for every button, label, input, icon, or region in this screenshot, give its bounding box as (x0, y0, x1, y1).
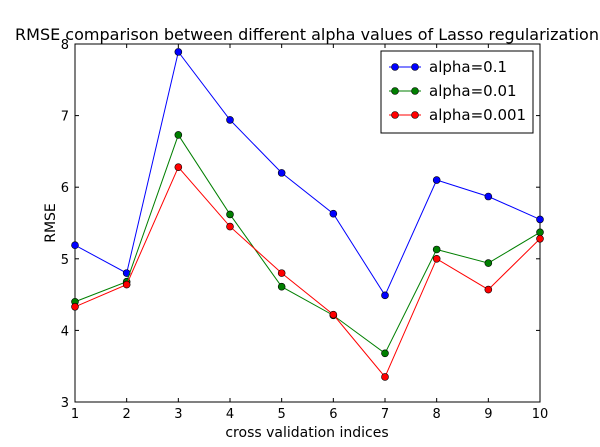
y-tick-label: 5 (61, 253, 69, 268)
data-point (226, 210, 234, 219)
x-tick-label: 1 (71, 407, 79, 422)
data-point (71, 302, 79, 311)
legend-label: alpha=0.01 (429, 82, 517, 100)
y-tick-label: 8 (61, 38, 69, 53)
y-axis-label: RMSE (43, 203, 59, 243)
series-lines (71, 48, 544, 381)
data-point (226, 116, 234, 124)
legend-marker (391, 111, 399, 119)
data-point (536, 228, 544, 237)
data-point (277, 282, 286, 291)
data-point (536, 234, 544, 243)
data-point (174, 163, 183, 171)
data-point (329, 310, 338, 319)
x-tick-label: 10 (532, 407, 549, 422)
x-tick-label: 3 (174, 407, 182, 422)
data-point (381, 349, 389, 358)
y-tick-label: 6 (61, 181, 69, 196)
x-axis-label: cross validation indices (225, 425, 388, 441)
data-point (432, 254, 441, 263)
legend: alpha=0.1 alpha=0.01 alpha=0.001 (380, 50, 534, 134)
legend-marker (411, 111, 419, 119)
data-point (381, 373, 389, 381)
data-point (381, 291, 389, 300)
data-point (484, 192, 493, 201)
x-tick-label: 6 (329, 407, 337, 422)
data-point (174, 48, 183, 56)
y-tick-label: 4 (61, 324, 69, 339)
series-line (74, 50, 541, 297)
chart-title: RMSE comparison between different alpha … (15, 25, 599, 44)
x-tick-label: 7 (381, 407, 389, 422)
x-tick-label: 9 (484, 407, 492, 422)
data-point (432, 176, 441, 184)
data-point (174, 131, 183, 139)
legend-box (380, 50, 534, 134)
x-tick-label: 2 (123, 407, 131, 422)
x-tick-label: 5 (278, 407, 286, 422)
series-line (74, 133, 541, 355)
data-point (536, 215, 544, 224)
data-point (122, 280, 131, 289)
data-point (484, 259, 493, 267)
y-tick-label: 3 (61, 396, 69, 411)
data-point (484, 285, 493, 294)
legend-label: alpha=0.001 (429, 106, 526, 124)
data-point (277, 269, 286, 277)
x-tick-label: 8 (433, 407, 441, 422)
legend-marker (391, 87, 399, 95)
data-point (277, 169, 286, 177)
legend-marker (391, 63, 399, 71)
y-tick-label: 7 (61, 110, 69, 125)
legend-label: alpha=0.1 (429, 58, 507, 76)
data-point (329, 209, 338, 218)
data-point (432, 245, 441, 254)
data-point (226, 222, 234, 231)
series-line (74, 166, 541, 378)
x-tick-label: 4 (226, 407, 234, 422)
legend-marker (411, 87, 419, 95)
axis-ticks: 1 2 3 4 5 6 7 8 9 10 3 4 5 6 7 8 (61, 38, 549, 422)
data-point (71, 241, 79, 249)
legend-marker (411, 63, 419, 71)
